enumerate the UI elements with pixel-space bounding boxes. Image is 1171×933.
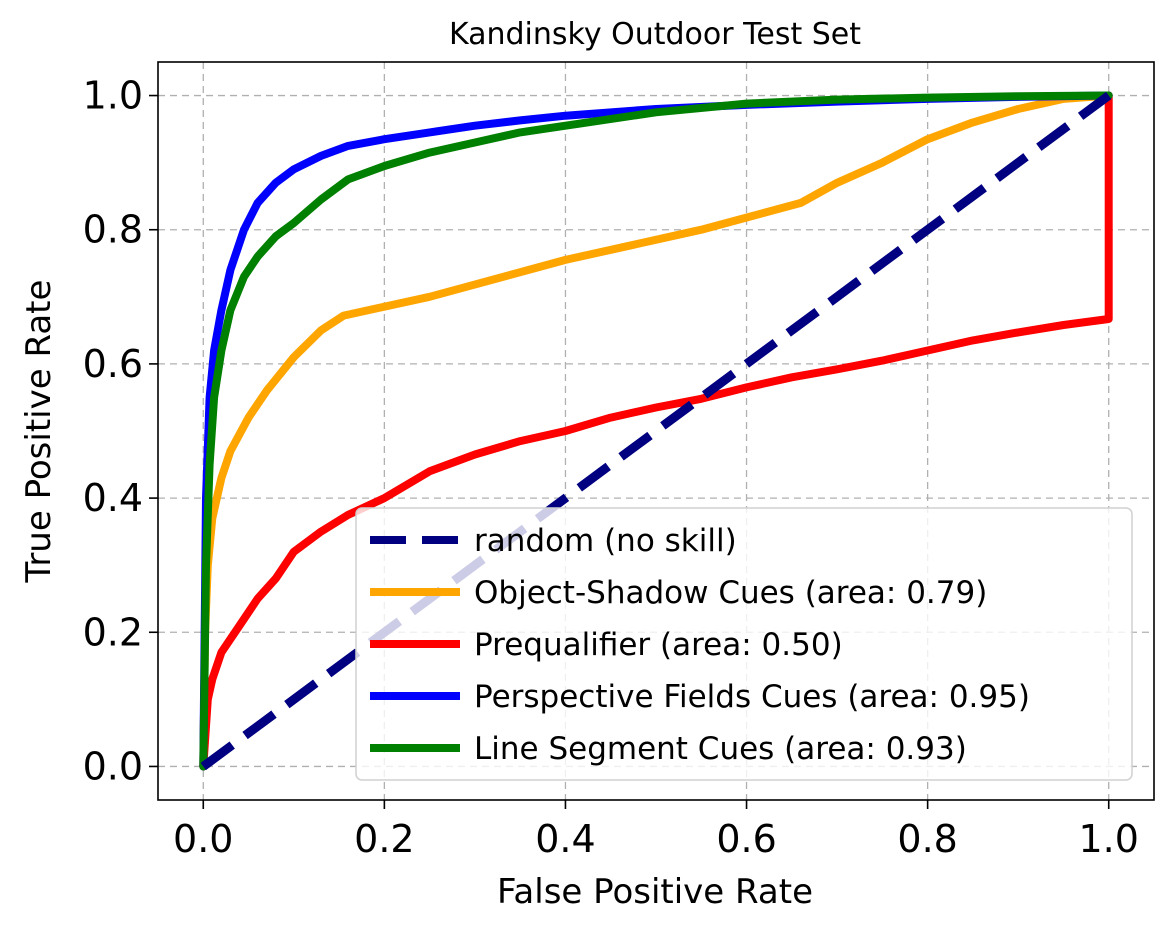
chart-title: Kandinsky Outdoor Test Set — [449, 17, 861, 52]
x-tick-label: 0.4 — [535, 817, 595, 861]
legend-box — [355, 507, 1133, 781]
x-tick-label: 0.8 — [897, 817, 957, 861]
legend-label: Perspective Fields Cues (area: 0.95) — [474, 679, 1030, 715]
y-tick-label: 0.6 — [83, 342, 143, 386]
series-lines — [199, 91, 1113, 771]
series-line-object-shadow-cues — [199, 91, 1113, 771]
series-line-line-segment-cues — [199, 91, 1113, 771]
axis-ticks: 0.0 0.2 0.4 0.6 0.8 1.0 0.0 0.2 0.4 0.6 0.8 1.0 — [83, 74, 1139, 861]
legend: random (no skill) Object-Shadow Cues (are… — [355, 507, 1133, 781]
series-line-random — [200, 91, 1112, 771]
y-tick-label: 0.8 — [83, 208, 143, 252]
y-axis-label: True Positive Rate — [19, 280, 59, 584]
y-tick-label: 0.0 — [83, 744, 143, 788]
y-tick-label: 0.4 — [83, 476, 143, 520]
x-tick-label: 0.2 — [354, 817, 414, 861]
legend-label: random (no skill) — [474, 523, 737, 559]
x-axis-label: False Positive Rate — [497, 872, 813, 912]
legend-label: Object-Shadow Cues (area: 0.79) — [474, 575, 987, 611]
legend-label: Prequalifier (area: 0.50) — [474, 627, 843, 663]
series-line-prequalifier — [199, 91, 1113, 771]
y-tick-label: 1.0 — [83, 74, 143, 118]
y-tick-label: 0.2 — [83, 610, 143, 654]
plot-frame — [157, 61, 1155, 801]
legend-label: Line Segment Cues (area: 0.93) — [474, 731, 967, 767]
x-tick-label: 0.6 — [716, 817, 776, 861]
x-tick-label: 1.0 — [1079, 817, 1139, 861]
x-tick-label: 0.0 — [173, 817, 233, 861]
